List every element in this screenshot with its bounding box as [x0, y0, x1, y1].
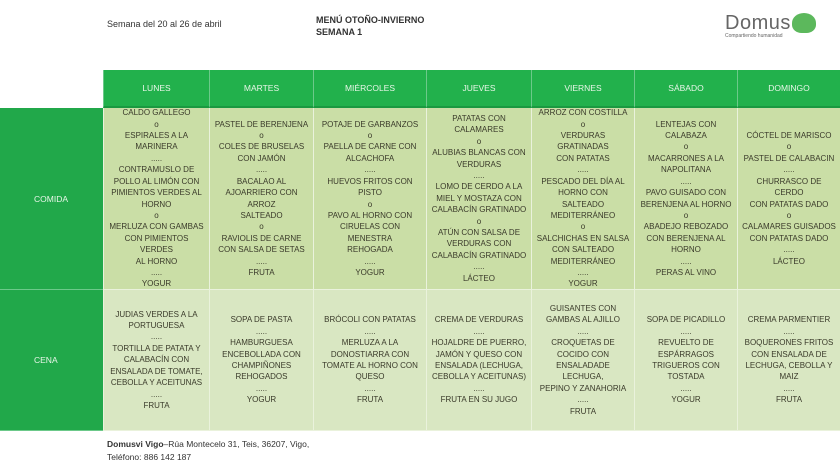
day-header: MARTES — [209, 70, 313, 108]
footer-address: –Rúa Montecelo 31, Teis, 36207, Vigo, — [163, 439, 310, 449]
menu-cell: JUDIAS VERDES A LA PORTUGUESA ..... TORT… — [103, 290, 209, 431]
menu-cell: GUISANTES CON GAMBAS AL AJILLO ..... CRO… — [531, 290, 634, 431]
footer-phone: Teléfono: 886 142 187 — [107, 451, 192, 462]
logo-tagline: Compartiendo humanidad — [725, 33, 783, 39]
meal-label: CENA — [0, 290, 103, 431]
day-header: VIERNES — [531, 70, 634, 108]
menu-title-season: MENÚ OTOÑO-INVIERNO — [316, 15, 425, 25]
day-header: MIÉRCOLES — [313, 70, 426, 108]
menu-cell: ARROZ CON COSTILLA o VERDURAS GRATINADAS… — [531, 108, 634, 290]
menu-title: MENÚ OTOÑO-INVIERNO SEMANA 1 — [316, 14, 424, 38]
day-header: LUNES — [103, 70, 209, 108]
week-range: Semana del 20 al 26 de abril — [107, 19, 222, 29]
logo-brand: Domus — [725, 12, 791, 34]
table-corner — [0, 70, 103, 108]
day-header: JUEVES — [426, 70, 531, 108]
menu-table: LUNES MARTES MIÉRCOLES JUEVES VIERNES SÁBADO D… — [0, 70, 840, 431]
footer-name: Domusvi Vigo — [107, 439, 164, 449]
menu-cell: CREMA PARMENTIER ..... BOQUERONES FRITOS… — [737, 290, 840, 431]
menu-cell: LENTEJAS CON CALABAZA o MACARRONES A LA … — [634, 108, 737, 290]
day-header: DOMINGO — [737, 70, 840, 108]
menu-cell: PATATAS CON CALAMARES o ALUBIAS BLANCAS … — [426, 108, 531, 290]
menu-cell: CALDO GALLEGO o ESPIRALES A LA MARINERA … — [103, 108, 209, 290]
domusvi-logo: Domus Compartiendo humanidad — [725, 12, 825, 39]
footer: Domusvi Vigo–Rúa Montecelo 31, Teis, 362… — [107, 438, 309, 463]
menu-cell: SOPA DE PICADILLO ..... REVUELTO DE ESPÁ… — [634, 290, 737, 431]
menu-cell: BRÓCOLI CON PATATAS ..... MERLUZA A LA D… — [313, 290, 426, 431]
menu-title-week: SEMANA 1 — [316, 27, 363, 37]
menu-cell: CÓCTEL DE MARISCO o PASTEL DE CALABACIN … — [737, 108, 840, 290]
heart-logo-icon — [791, 13, 816, 33]
menu-cell: SOPA DE PASTA ..... HAMBURGUESA ENCEBOLL… — [209, 290, 313, 431]
menu-cell: POTAJE DE GARBANZOS o PAELLA DE CARNE CO… — [313, 108, 426, 290]
meal-label: COMIDA — [0, 108, 103, 290]
menu-cell: PASTEL DE BERENJENA o COLES DE BRUSELAS … — [209, 108, 313, 290]
menu-cell: CREMA DE VERDURAS ..... HOJALDRE DE PUER… — [426, 290, 531, 431]
day-header: SÁBADO — [634, 70, 737, 108]
